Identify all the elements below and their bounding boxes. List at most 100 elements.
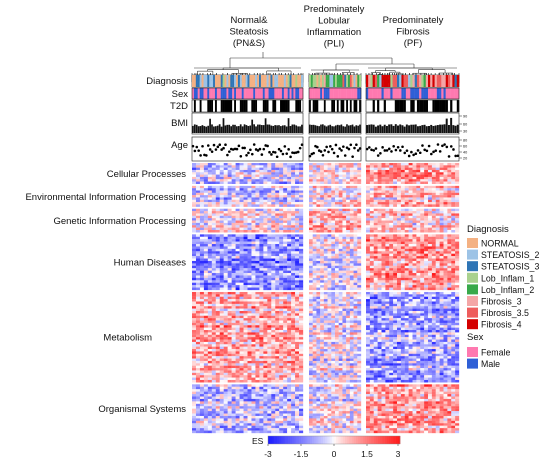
- heatmap-cell: [255, 229, 260, 233]
- heatmap-cell: [327, 241, 332, 245]
- heatmap-cell: [424, 241, 429, 245]
- age-point: [321, 153, 325, 157]
- heatmap-cell: [192, 202, 197, 205]
- heatmap-cell: [283, 251, 288, 254]
- heatmap-cell: [431, 176, 436, 180]
- heatmap-cell: [199, 204, 205, 207]
- heatmap-cell: [219, 287, 224, 291]
- heatmap-cell: [283, 256, 288, 259]
- heatmap-cell: [239, 253, 244, 257]
- heatmap-cell: [271, 239, 276, 242]
- heatmap-cell: [385, 192, 390, 196]
- heatmap-cell: [327, 239, 332, 242]
- heatmap-cell: [369, 208, 374, 212]
- heatmap-cell: [377, 253, 382, 257]
- heatmap-cell: [338, 229, 343, 233]
- heatmap-cell: [338, 225, 343, 228]
- sex-cell: [374, 88, 378, 99]
- bmi-bar: [236, 126, 238, 133]
- heatmap-cell: [316, 215, 321, 219]
- heatmap-cell: [251, 287, 256, 291]
- diagnosis-cell: [412, 75, 415, 87]
- heatmap-cell: [412, 265, 417, 269]
- heatmap-cell: [428, 236, 433, 240]
- heatmap-cell: [255, 263, 260, 266]
- age-point: [283, 145, 287, 148]
- heatmap-cell: [431, 244, 436, 247]
- heatmap-cell: [393, 253, 398, 257]
- age-point: [247, 151, 250, 155]
- heatmap-cell: [353, 179, 358, 182]
- diagnosis-cell: [349, 75, 352, 87]
- heatmap-cell: [223, 277, 228, 281]
- heatmap-cell: [369, 287, 374, 291]
- heatmap-cell: [369, 296, 374, 300]
- heatmap-cell: [400, 220, 405, 224]
- heatmap-cell: [357, 199, 362, 203]
- heatmap-cell: [299, 167, 304, 171]
- age-point: [268, 150, 271, 154]
- age-point: [456, 154, 460, 158]
- t2d-cell: [390, 100, 393, 112]
- heatmap-cell: [199, 277, 205, 281]
- heatmap-cell: [211, 202, 216, 205]
- heatmap-cell: [331, 188, 336, 191]
- heatmap-cell: [338, 169, 343, 173]
- heatmap-cell: [385, 275, 390, 279]
- heatmap-cell: [316, 301, 321, 305]
- sex-cell: [218, 88, 221, 99]
- heatmap-cell: [408, 190, 413, 193]
- heatmap-cell: [247, 265, 252, 269]
- heatmap-cell: [431, 296, 436, 300]
- heatmap-cell: [331, 202, 336, 205]
- diagnosis-cell: [299, 75, 302, 87]
- heatmap-cell: [295, 260, 300, 264]
- diagnosis-cell: [355, 75, 358, 87]
- heatmap-cell: [243, 202, 248, 205]
- heatmap-cell: [451, 185, 456, 189]
- heatmap-cell: [447, 165, 452, 168]
- heatmap-cell: [295, 211, 300, 214]
- heatmap-cell: [263, 163, 268, 166]
- heatmap-cell: [357, 215, 362, 219]
- heatmap-cell: [251, 213, 256, 216]
- heatmap-cell: [342, 275, 347, 279]
- heatmap-cell: [192, 303, 197, 307]
- heatmap-cell: [327, 188, 332, 191]
- heatmap-cell: [239, 260, 244, 264]
- heatmap-cell: [287, 236, 292, 240]
- heatmap-cell: [397, 273, 402, 276]
- bmi-bar: [450, 117, 453, 133]
- heatmap-cell: [443, 280, 448, 283]
- heatmap-cell: [283, 301, 288, 305]
- heatmap-cell: [342, 246, 347, 250]
- heatmap-cell: [397, 172, 402, 175]
- heatmap-cell: [431, 253, 436, 257]
- heatmap-cell: [455, 256, 460, 259]
- heatmap-cell: [424, 197, 429, 200]
- heatmap-cell: [353, 222, 358, 226]
- heatmap-cell: [259, 239, 264, 242]
- bmi-bar: [251, 119, 254, 133]
- heatmap-cell: [381, 299, 386, 302]
- sex-cell: [344, 88, 347, 99]
- heatmap-cell: [428, 195, 433, 198]
- heatmap-cell: [416, 172, 421, 175]
- heatmap-cell: [338, 202, 343, 205]
- heatmap-cell: [295, 306, 300, 309]
- bmi-bar: [434, 125, 437, 133]
- heatmap-cell: [320, 227, 325, 231]
- heatmap-cell: [369, 169, 374, 173]
- heatmap-cell: [267, 213, 272, 216]
- heatmap-cell: [397, 213, 402, 216]
- heatmap-cell: [327, 258, 332, 262]
- heatmap-cell: [408, 172, 413, 175]
- sex-cell: [408, 88, 411, 99]
- heatmap-cell: [199, 260, 205, 264]
- heatmap-cell: [335, 225, 339, 228]
- heatmap-cell: [295, 208, 300, 212]
- heatmap-cell: [211, 294, 216, 297]
- heatmap-cell: [312, 296, 317, 300]
- heatmap-cell: [323, 241, 328, 245]
